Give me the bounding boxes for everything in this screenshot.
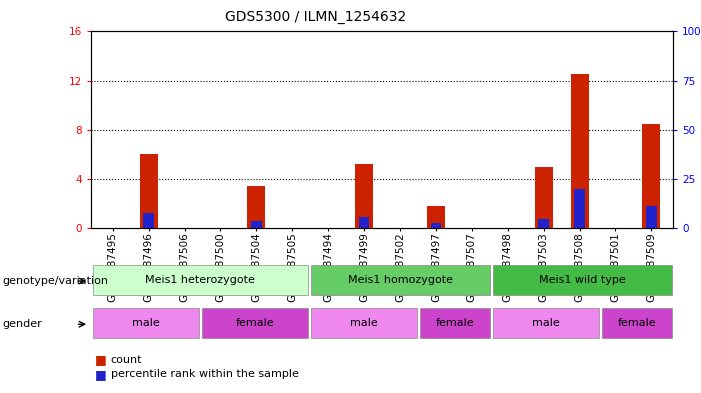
Bar [493,265,672,295]
Bar [247,186,265,228]
Bar [311,308,417,338]
Text: genotype/variation: genotype/variation [2,276,108,286]
Bar [251,221,261,228]
Bar [427,206,445,228]
Bar [311,265,490,295]
Text: GDS5300 / ILMN_1254632: GDS5300 / ILMN_1254632 [225,10,406,24]
Bar [139,154,158,228]
Text: male: male [132,318,160,328]
Text: female: female [236,318,274,328]
Bar [355,164,373,228]
Bar [93,265,308,295]
Text: count: count [111,354,142,365]
Bar [420,308,490,338]
Bar [493,308,599,338]
Bar [359,217,369,228]
Bar [143,213,154,228]
Bar [574,189,585,228]
Text: ■: ■ [95,353,107,366]
Text: Meis1 heterozygote: Meis1 heterozygote [145,275,255,285]
Text: ■: ■ [95,367,107,381]
Bar [646,206,657,228]
Bar [202,308,308,338]
Bar [535,167,552,228]
Bar [571,74,589,228]
Text: Meis1 wild type: Meis1 wild type [538,275,625,285]
Bar [601,308,672,338]
Text: gender: gender [2,319,42,329]
Text: percentile rank within the sample: percentile rank within the sample [111,369,299,379]
Text: Meis1 homozygote: Meis1 homozygote [348,275,453,285]
Text: male: male [532,318,559,328]
Bar [430,223,442,228]
Bar [93,308,199,338]
Bar [538,219,549,228]
Text: male: male [350,318,378,328]
Text: female: female [618,318,656,328]
Bar [642,123,660,228]
Text: female: female [435,318,474,328]
